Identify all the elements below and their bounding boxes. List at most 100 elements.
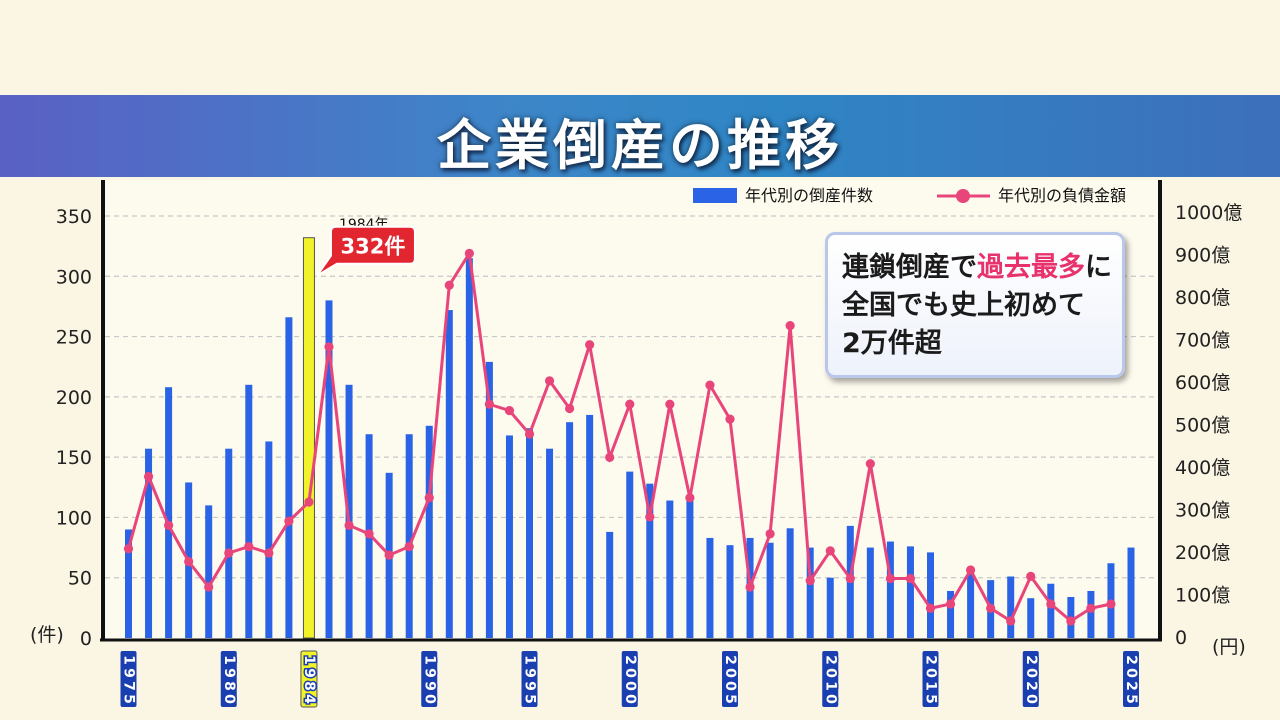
- debt-point: [986, 603, 996, 613]
- bar: [826, 577, 834, 638]
- y-right-tick-label: 200億: [1175, 542, 1230, 564]
- bar: [145, 448, 153, 638]
- x-tick-badge: [722, 651, 738, 707]
- x-tick-label-char: 1: [301, 655, 317, 665]
- debt-point: [1046, 599, 1056, 609]
- x-tick-label-char: 1: [421, 655, 437, 665]
- debt-point: [224, 548, 234, 558]
- x-tick-badge: [1123, 651, 1139, 707]
- debt-point: [705, 380, 715, 390]
- x-tick-badge: [421, 651, 438, 707]
- bar: [265, 441, 273, 638]
- debt-point: [845, 573, 855, 584]
- debt-point: [685, 493, 695, 503]
- debt-point: [344, 520, 354, 530]
- x-tick-label-char: 9: [121, 668, 137, 678]
- legend-bar-swatch: [693, 188, 737, 203]
- x-tick-label-char: 0: [722, 668, 738, 678]
- debt-point: [605, 452, 615, 462]
- debt-point: [504, 406, 515, 416]
- y-right-tick-label: 700億: [1175, 330, 1230, 352]
- debt-point: [204, 582, 214, 592]
- x-tick-label-char: 1: [522, 655, 538, 665]
- x-tick-label-char: 0: [622, 694, 638, 704]
- x-tick-label-char: 2: [1123, 655, 1139, 665]
- bar: [546, 448, 554, 638]
- debt-point: [1006, 616, 1016, 626]
- y-right-tick-label: 1000億: [1175, 202, 1242, 224]
- bar: [706, 537, 714, 638]
- x-tick-label-char: 9: [522, 668, 538, 678]
- x-tick-badge: [1022, 651, 1039, 707]
- x-tick-label-char: 4: [301, 694, 317, 704]
- debt-point: [966, 565, 976, 575]
- title-band: 企業倒産の推移: [0, 95, 1280, 177]
- y-right-tick-label: 300億: [1175, 500, 1230, 522]
- highlight-callout-bubble: [316, 225, 416, 277]
- x-tick-label-char: 9: [301, 668, 317, 678]
- debt-point: [143, 471, 154, 482]
- legend-bar-label: 年代別の倒産件数: [745, 186, 873, 205]
- debt-point: [123, 544, 134, 554]
- bar: [505, 435, 513, 638]
- x-tick-label-char: 9: [421, 681, 437, 691]
- x-tick-label-char: 0: [722, 681, 738, 691]
- bar: [465, 258, 473, 638]
- bar: [786, 528, 794, 638]
- callout-line-3: 2万件超: [842, 328, 942, 359]
- legend-line-marker: [956, 189, 970, 203]
- y-left-unit: (件): [30, 624, 64, 646]
- y-right-tick-label: 900億: [1175, 245, 1230, 267]
- callout-box: 連鎖倒産で過去最多に 全国でも史上初めて 2万件超: [825, 232, 1125, 378]
- debt-point: [785, 321, 795, 331]
- x-tick-label-char: 7: [121, 681, 137, 691]
- page-title: 企業倒産の推移: [437, 114, 843, 177]
- callout-line-2: 全国でも史上初めて: [842, 290, 1085, 321]
- debt-point: [565, 403, 575, 414]
- debt-point: [1086, 603, 1096, 613]
- x-tick-label-char: 8: [221, 681, 237, 691]
- debt-point: [805, 576, 815, 586]
- debt-point: [164, 520, 174, 530]
- bar: [626, 471, 634, 638]
- bar: [245, 384, 253, 638]
- bar: [285, 317, 293, 638]
- y-left-tick-label: 100: [56, 507, 92, 529]
- bar: [686, 496, 694, 638]
- x-tick-label-char: 2: [1023, 655, 1039, 665]
- y-right-unit: (円): [1212, 636, 1246, 658]
- bar: [1127, 547, 1135, 638]
- x-tick-badge: [521, 651, 538, 707]
- debt-point: [825, 546, 835, 556]
- bar: [485, 361, 493, 638]
- x-tick-label-char: 9: [522, 681, 538, 691]
- debt-point: [1106, 599, 1116, 609]
- debt-point: [244, 542, 254, 552]
- debt-point: [424, 493, 434, 503]
- debt-point: [284, 516, 294, 526]
- bar: [445, 310, 453, 638]
- y-right-tick-label: 800億: [1175, 287, 1230, 309]
- bar: [947, 590, 955, 638]
- x-tick-label-char: 0: [923, 668, 939, 678]
- bar: [586, 414, 594, 638]
- x-tick-label-char: 5: [923, 694, 939, 704]
- debt-point: [645, 512, 655, 522]
- y-left-tick-label: 0: [80, 628, 92, 650]
- bar: [125, 529, 132, 638]
- debt-point: [745, 582, 755, 592]
- x-tick-label-char: 9: [221, 668, 237, 678]
- x-tick-badge: [300, 650, 318, 708]
- bar: [666, 500, 674, 638]
- bar: [886, 541, 894, 638]
- bar: [927, 552, 934, 638]
- y-left-tick-label: 200: [56, 387, 92, 409]
- bar: [606, 531, 614, 638]
- debt-point: [665, 399, 675, 409]
- bar: [425, 425, 433, 638]
- x-tick-label-char: 0: [221, 694, 237, 704]
- x-tick-badge: [120, 651, 137, 707]
- debt-point: [885, 573, 896, 584]
- x-tick-label-char: 2: [722, 655, 738, 665]
- y-left-tick-label: 350: [56, 206, 92, 228]
